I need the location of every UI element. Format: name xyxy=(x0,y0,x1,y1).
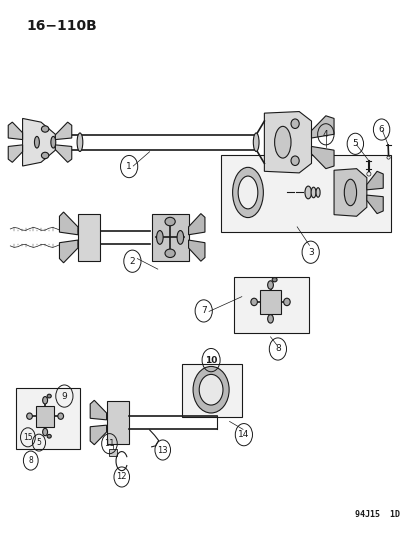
Text: 12: 12 xyxy=(116,472,127,481)
Text: 5: 5 xyxy=(36,438,41,447)
Ellipse shape xyxy=(43,397,47,404)
Ellipse shape xyxy=(165,217,175,226)
Text: 6: 6 xyxy=(378,125,384,134)
Ellipse shape xyxy=(34,136,39,148)
Bar xyxy=(233,277,309,333)
Text: 1: 1 xyxy=(126,162,132,171)
Ellipse shape xyxy=(47,394,51,398)
Polygon shape xyxy=(8,122,23,140)
Ellipse shape xyxy=(267,281,273,289)
Ellipse shape xyxy=(290,119,299,128)
Ellipse shape xyxy=(43,429,47,435)
Text: 13: 13 xyxy=(157,446,168,455)
Ellipse shape xyxy=(192,367,228,413)
Text: 9: 9 xyxy=(62,392,67,401)
Ellipse shape xyxy=(253,133,259,151)
Bar xyxy=(182,365,241,417)
Polygon shape xyxy=(59,240,78,263)
Ellipse shape xyxy=(232,167,263,217)
Polygon shape xyxy=(188,240,204,261)
Ellipse shape xyxy=(250,298,257,305)
Text: 2: 2 xyxy=(129,257,135,266)
Polygon shape xyxy=(106,401,129,443)
Ellipse shape xyxy=(58,413,64,419)
Bar xyxy=(108,449,116,456)
Polygon shape xyxy=(311,116,333,138)
Ellipse shape xyxy=(41,126,49,132)
Ellipse shape xyxy=(26,413,32,419)
Text: 8: 8 xyxy=(28,456,33,465)
Ellipse shape xyxy=(41,152,49,159)
Ellipse shape xyxy=(156,231,163,244)
Polygon shape xyxy=(36,406,54,427)
Text: 8: 8 xyxy=(274,344,280,353)
Text: 11: 11 xyxy=(104,439,114,448)
Ellipse shape xyxy=(304,186,311,199)
Text: 94J15  1D: 94J15 1D xyxy=(354,510,399,519)
Text: 10: 10 xyxy=(204,356,217,365)
Ellipse shape xyxy=(344,179,356,206)
Polygon shape xyxy=(90,425,106,445)
Ellipse shape xyxy=(290,156,299,165)
Bar xyxy=(221,156,390,232)
Ellipse shape xyxy=(77,133,83,151)
Polygon shape xyxy=(90,400,106,420)
Polygon shape xyxy=(333,168,366,216)
Ellipse shape xyxy=(237,176,257,209)
Ellipse shape xyxy=(283,298,290,305)
Ellipse shape xyxy=(274,126,290,158)
Ellipse shape xyxy=(51,136,56,148)
Polygon shape xyxy=(151,214,188,261)
Polygon shape xyxy=(311,147,333,168)
Polygon shape xyxy=(264,111,311,173)
Ellipse shape xyxy=(310,187,315,198)
Polygon shape xyxy=(55,145,71,163)
Ellipse shape xyxy=(315,188,319,197)
Polygon shape xyxy=(188,214,204,235)
Polygon shape xyxy=(260,290,280,313)
Text: 7: 7 xyxy=(200,306,206,316)
Text: 3: 3 xyxy=(307,248,313,257)
Text: 16−110B: 16−110B xyxy=(26,19,97,33)
Polygon shape xyxy=(366,195,382,214)
Ellipse shape xyxy=(177,231,183,244)
Bar xyxy=(17,388,80,449)
Polygon shape xyxy=(366,171,382,190)
Polygon shape xyxy=(59,212,78,235)
Ellipse shape xyxy=(47,434,51,438)
Ellipse shape xyxy=(271,278,276,282)
Polygon shape xyxy=(23,118,55,166)
Polygon shape xyxy=(55,122,71,140)
Polygon shape xyxy=(8,145,23,163)
Ellipse shape xyxy=(165,249,175,257)
Text: 5: 5 xyxy=(351,139,357,148)
Text: 14: 14 xyxy=(237,430,249,439)
Text: 15: 15 xyxy=(23,433,33,442)
Text: 4: 4 xyxy=(322,130,328,139)
Ellipse shape xyxy=(199,374,223,405)
Polygon shape xyxy=(78,214,100,261)
Ellipse shape xyxy=(267,314,273,323)
